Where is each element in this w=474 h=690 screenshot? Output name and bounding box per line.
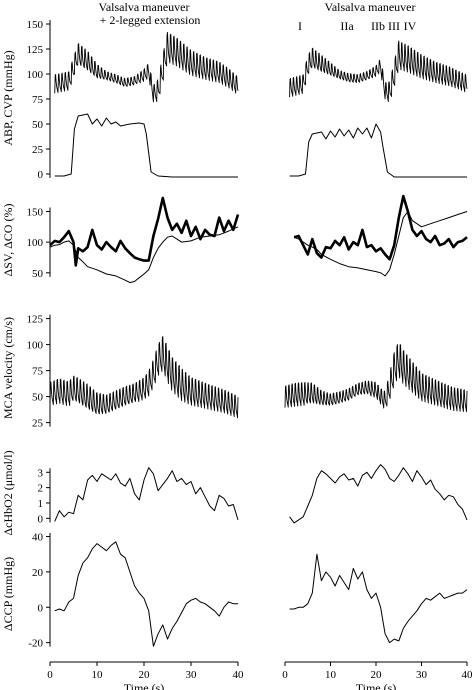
y-tick-label: 50: [32, 119, 44, 131]
phase-label-I: I: [298, 19, 302, 33]
panel-mca: 25 50 75 100 125 MCA velocity (cm/s): [1, 314, 468, 430]
y-tick-label: 40: [32, 532, 44, 544]
x-tick-label: 0: [47, 669, 53, 681]
y-tick-label: 0: [38, 602, 44, 614]
series-mca-left-0: [49, 336, 239, 419]
x-tick-label: 10: [325, 669, 337, 681]
y-tick-label: -20: [28, 638, 43, 650]
series-abp_cvp-right-1: [289, 123, 467, 178]
x-tick-label: 10: [92, 669, 104, 681]
y-tick-label: 0: [38, 169, 44, 181]
y-tick-label: 25: [32, 144, 44, 156]
y-tick-label: 1: [38, 498, 44, 510]
y-axis-sv_co: 50 100 150: [27, 206, 51, 280]
left-title-line1: Valsalva maneuver: [99, 0, 190, 14]
panel-abp_cvp: 0 25 50 75 100 125 150 ABP, CVP (mmHg): [1, 19, 468, 181]
x-tick-label: 0: [282, 669, 288, 681]
y-axis-abp_cvp: 0 25 50 75 100 125 150: [27, 19, 51, 181]
x-tick-label: 40: [233, 669, 245, 681]
y-tick-label: 75: [32, 94, 44, 106]
left-title-line2: + 2-legged extension: [100, 13, 201, 27]
y-tick-label: 100: [27, 69, 44, 81]
y-axis-label: MCA velocity (cm/s): [1, 317, 15, 419]
y-axis-hbo2: 0 1 2 3: [38, 467, 51, 525]
series-sv_co-right-0: [293, 194, 468, 261]
y-tick-label: 0: [38, 513, 44, 525]
panel-hbo2: 0 1 2 3 ΔcHbO2 (μmol/l): [1, 450, 468, 536]
y-axis-label: ΔcHbO2 (μmol/l): [1, 450, 15, 535]
series-hbo2-right-0: [289, 464, 468, 524]
y-axis-ccp: -20 0 20 40: [28, 532, 51, 650]
y-tick-label: 125: [27, 314, 44, 326]
panel-ccp: -20 0 20 40 ΔCCP (mmHg): [1, 532, 468, 650]
y-tick-label: 75: [32, 366, 44, 378]
figure-titles: Valsalva maneuver + 2-legged extension V…: [99, 0, 416, 27]
series-ccp-right-0: [289, 553, 468, 644]
y-tick-label: 100: [27, 340, 44, 352]
x-tick-label: 20: [371, 669, 383, 681]
series-sv_co-left-1: [49, 226, 239, 284]
y-axis-label: ABP, CVP (mmHg): [1, 50, 15, 145]
series-sv_co-left-0: [49, 196, 240, 267]
y-tick-label: 100: [27, 237, 44, 249]
y-tick-label: 50: [32, 392, 44, 404]
y-axis-label: ΔCCP (mmHg): [1, 557, 15, 631]
x-axis-right: 0 10 20 30 40 Time (s): [282, 661, 474, 690]
y-tick-label: 150: [27, 206, 44, 218]
phase-labels: I IIa IIb III IV: [298, 19, 417, 33]
x-axis-label: Time (s): [124, 681, 165, 690]
series-abp_cvp-left-0: [54, 31, 239, 103]
x-tick-label: 40: [462, 669, 474, 681]
series-abp_cvp-right-0: [289, 40, 468, 102]
x-axis-label: Time (s): [356, 681, 397, 690]
y-tick-label: 125: [27, 44, 44, 56]
phase-label-IV: IV: [404, 19, 417, 33]
y-tick-label: 3: [38, 467, 44, 479]
y-tick-label: 150: [27, 19, 44, 31]
phase-label-III: III: [388, 19, 400, 33]
x-tick-label: 30: [186, 669, 198, 681]
x-axis-left: 0 10 20 30 40 Time (s): [47, 661, 245, 690]
y-tick-label: 50: [32, 268, 44, 280]
series-sv_co-right-1: [293, 211, 468, 277]
series-ccp-left-0: [54, 541, 238, 647]
x-tick-label: 30: [416, 669, 428, 681]
x-tick-label: 20: [139, 669, 151, 681]
y-tick-label: 25: [32, 418, 44, 430]
panel-sv_co: 50 100 150 ΔSV, ΔCO (%): [1, 194, 468, 284]
x-axes: 0 10 20 30 40 Time (s) 0 10 20 30 40 Time (s): [47, 661, 474, 690]
y-tick-label: 2: [38, 483, 44, 495]
y-axis-label: ΔSV, ΔCO (%): [1, 204, 15, 277]
phase-label-IIa: IIa: [340, 19, 354, 33]
phase-label-IIb: IIb: [371, 19, 385, 33]
y-axis-mca: 25 50 75 100 125: [27, 314, 51, 430]
right-title: Valsalva maneuver: [325, 0, 416, 14]
series-mca-right-0: [284, 344, 468, 413]
series-abp_cvp-left-1: [54, 113, 238, 178]
y-tick-label: 20: [32, 567, 44, 579]
series-hbo2-left-0: [54, 467, 239, 522]
